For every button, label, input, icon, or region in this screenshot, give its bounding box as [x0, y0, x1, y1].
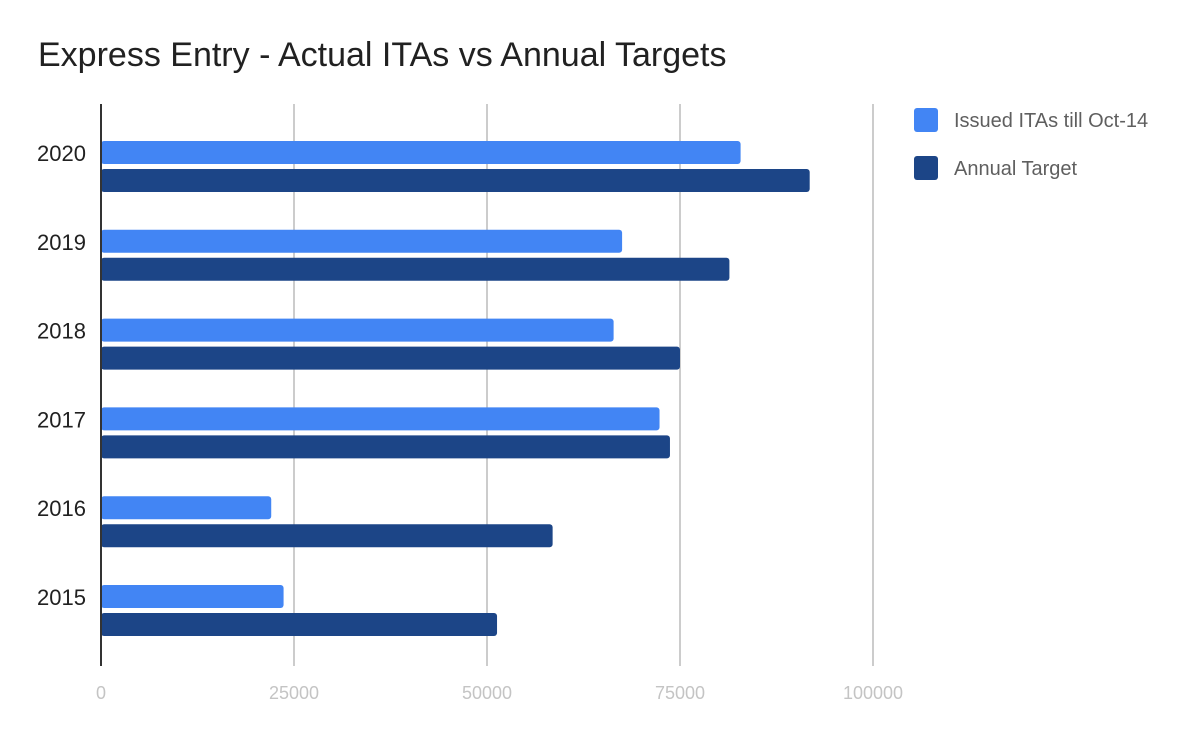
x-tick-label: 50000 [462, 683, 512, 703]
category-label: 2015 [37, 585, 86, 610]
category-label: 2017 [37, 407, 86, 432]
bar-annual-target [101, 435, 670, 459]
bars [101, 141, 810, 636]
legend: Issued ITAs till Oct-14 Annual Target [914, 108, 1148, 180]
bar-issued-itas-till-oct-14 [101, 318, 614, 342]
legend-swatch [914, 156, 938, 180]
bar-issued-itas-till-oct-14 [101, 141, 741, 164]
bar-annual-target [101, 346, 680, 370]
legend-label: Issued ITAs till Oct-14 [954, 110, 1148, 132]
gridlines [293, 104, 874, 666]
x-tick-label: 25000 [269, 683, 319, 703]
bar-issued-itas-till-oct-14 [101, 496, 272, 520]
category-labels: 2020 2019 2018 2017 2016 2015 [37, 141, 86, 610]
bar-issued-itas-till-oct-14 [101, 407, 660, 431]
legend-label: Annual Target [954, 158, 1078, 180]
bar-annual-target [101, 257, 730, 281]
legend-swatch [914, 108, 938, 132]
category-label: 2020 [37, 141, 86, 166]
category-label: 2016 [37, 496, 86, 521]
x-tick-labels: 0 25000 50000 75000 100000 [96, 683, 903, 703]
bar-annual-target [101, 524, 553, 548]
category-label: 2019 [37, 230, 86, 255]
bar-issued-itas-till-oct-14 [101, 585, 284, 608]
bar-annual-target [101, 169, 810, 192]
chart-title: Express Entry - Actual ITAs vs Annual Ta… [38, 36, 727, 74]
x-tick-label: 0 [96, 683, 106, 703]
bar-issued-itas-till-oct-14 [101, 229, 623, 253]
category-label: 2018 [37, 319, 86, 344]
x-tick-label: 100000 [843, 683, 903, 703]
x-tick-label: 75000 [655, 683, 705, 703]
bar-annual-target [101, 613, 498, 636]
